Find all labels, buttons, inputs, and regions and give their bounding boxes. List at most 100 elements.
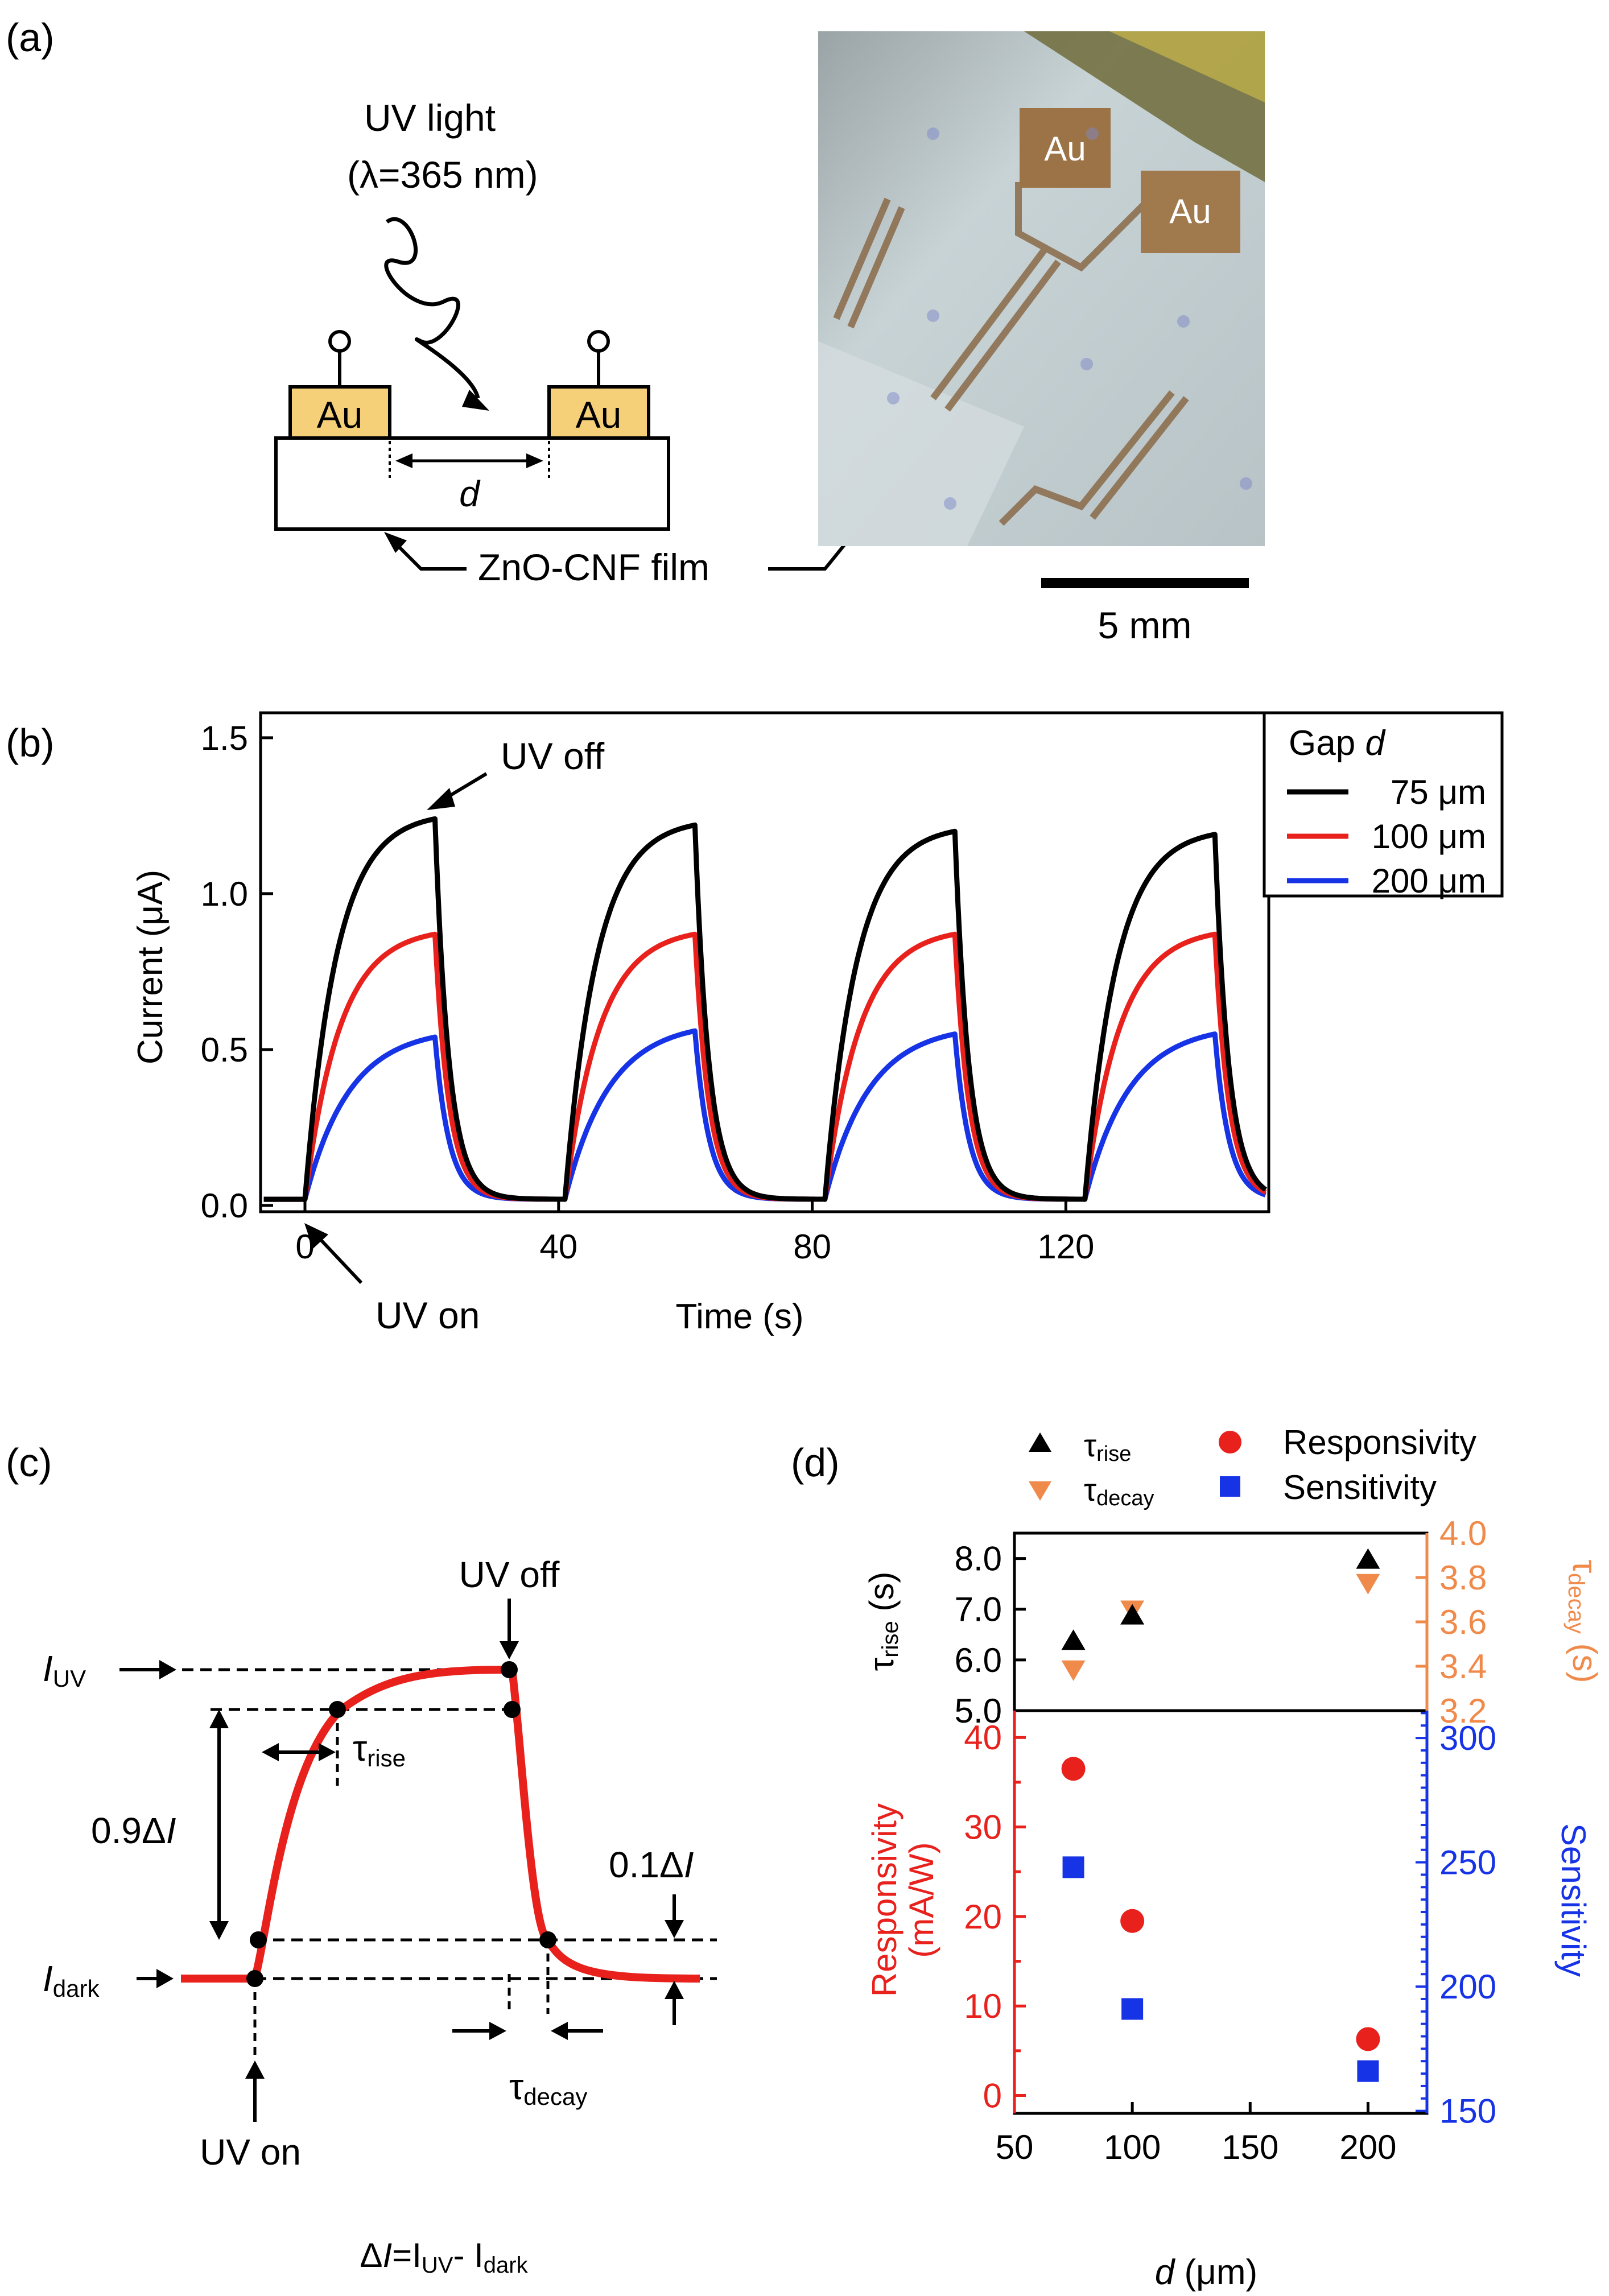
chart-b-series xyxy=(262,816,1268,1202)
tau-decay-label: τdecay xyxy=(509,2066,587,2110)
chart-d-sens-tick-label: 200 xyxy=(1439,1968,1496,2006)
chart-d-resp-tick-label: 40 xyxy=(964,1719,1002,1757)
uv-arrow-head xyxy=(462,390,489,411)
ten-percent-point xyxy=(250,1931,267,1948)
chart-d-xlabel: d (μm) xyxy=(1155,2253,1257,2292)
film-pointer-left xyxy=(391,539,467,571)
chart-d-resp-tick-label: 30 xyxy=(964,1808,1002,1847)
chart-d-xtick-label: 50 xyxy=(996,2128,1034,2166)
photo-au-label-2: Au xyxy=(1169,192,1211,230)
scale-bar-label: 5 mm xyxy=(1098,604,1192,646)
chart-b-xlabel: Time (s) xyxy=(676,1297,804,1336)
tau-decay-point xyxy=(1061,1660,1086,1681)
chart-d-tau-rise-tick-label: 8.0 xyxy=(955,1540,1002,1578)
chart-d-tau-decay-tick-label: 3.6 xyxy=(1439,1603,1487,1641)
chart-d-tau-decay-tick-label: 3.2 xyxy=(1439,1692,1487,1730)
legend-responsivity-label: Responsivity xyxy=(1283,1423,1476,1461)
series-75m xyxy=(262,816,1268,1202)
panel-label-b: (b) xyxy=(6,721,55,765)
time-constant-schematic: IUV Idark 0.9ΔI τrise UV off UV on τdeca… xyxy=(43,1554,717,2278)
i-uv-label: IUV xyxy=(43,1648,86,1692)
chart-d-tau-decay-tick-label: 3.4 xyxy=(1439,1647,1487,1686)
uv-off-arrow-c xyxy=(500,1641,519,1659)
chart-b-ytick-label: 1.5 xyxy=(201,719,248,757)
chart-d-resp-tick-label: 10 xyxy=(964,1987,1002,2025)
left-au-label: Au xyxy=(317,394,363,436)
chart-b-ylabel: Current (μA) xyxy=(131,870,170,1064)
i-dark-label: Idark xyxy=(43,1958,100,2002)
chart-d-tau-rise-ylabel: τrise (s) xyxy=(863,1572,903,1671)
legend-tau-rise-marker xyxy=(1029,1432,1051,1452)
uv-on-arrow xyxy=(314,1233,363,1285)
chart-d-resp-tick-label: 20 xyxy=(964,1898,1002,1936)
device-photo: Au Au 5 mm xyxy=(818,31,1265,646)
chart-d-sensitivity-ylabel: Sensitivity xyxy=(1554,1823,1593,1977)
uv-on-annotation: UV on xyxy=(376,1294,480,1336)
legend-responsivity-marker xyxy=(1219,1431,1241,1453)
tau-rise-label: τrise xyxy=(353,1728,406,1771)
responsivity-point xyxy=(1356,2027,1380,2051)
ninety-percent-point xyxy=(329,1701,346,1718)
chart-d-tau-decay-tick-label: 3.8 xyxy=(1439,1559,1487,1597)
legend-label: 100 μm xyxy=(1372,817,1486,856)
sensitivity-point xyxy=(1121,1998,1144,2020)
sensitivity-point xyxy=(1357,2060,1379,2082)
left-au-electrode xyxy=(288,385,391,440)
chart-d-tau-rise-tick-label: 5.0 xyxy=(955,1692,1002,1730)
legend-tau-rise-label: τrise xyxy=(1084,1427,1131,1466)
responsivity-point xyxy=(1061,1757,1086,1781)
chart-b-xtick-label: 80 xyxy=(793,1228,831,1266)
film-label: ZnO-CNF film xyxy=(478,546,709,588)
tau-rise-point xyxy=(1061,1629,1086,1650)
delta-formula: ΔI=IUV- Idark xyxy=(360,2236,528,2278)
chart-d-tau-decay-ylabel: τdecay (s) xyxy=(1563,1559,1604,1683)
i-uv-arrow xyxy=(159,1660,176,1679)
left-contact-icon xyxy=(328,330,351,353)
chart-b-legend: Gap d 75 μm 100 μm 200 μm xyxy=(1263,711,1504,900)
panel-label-c: (c) xyxy=(6,1440,52,1485)
chart-d-tau-rise-tick-label: 7.0 xyxy=(955,1591,1002,1629)
legend-tau-decay-label: τdecay xyxy=(1084,1472,1154,1510)
photo-pad-1 xyxy=(1020,108,1111,188)
chart-b-ytick-label: 0.5 xyxy=(201,1031,248,1069)
substrate-film xyxy=(274,436,670,531)
decay-start-point xyxy=(504,1701,521,1718)
chart-b-ytick-label: 1.0 xyxy=(201,875,248,913)
legend-sensitivity-marker xyxy=(1220,1476,1240,1497)
tau-decay-point xyxy=(1356,1574,1380,1595)
sensitivity-point xyxy=(1062,1856,1084,1878)
one-tenth-label: 0.1ΔI xyxy=(609,1844,694,1885)
dark-point xyxy=(246,1970,263,1987)
wavelength-label: (λ=365 nm) xyxy=(347,154,538,196)
tau-rise-point xyxy=(1120,1604,1145,1625)
chart-d-legend: τrise τdecay Responsivity Sensitivity xyxy=(1029,1423,1476,1510)
chart-b-xtick-label: 40 xyxy=(539,1228,577,1266)
chart-d: τrise τdecay Responsivity Sensitivity 50… xyxy=(863,1423,1604,2292)
responsivity-point xyxy=(1120,1909,1145,1933)
chart-b-ytick-label: 0.0 xyxy=(201,1187,248,1225)
delta-arrow-down xyxy=(209,1921,229,1940)
uv-light-label: UV light xyxy=(364,97,496,139)
legend-box xyxy=(1263,711,1504,898)
nine-tenths-label: 0.9ΔI xyxy=(91,1810,176,1851)
uv-peak-point xyxy=(501,1661,518,1678)
chart-d-sens-tick-label: 150 xyxy=(1439,2092,1496,2130)
chart-d-frame xyxy=(1013,1531,1429,2115)
legend-label: 75 μm xyxy=(1391,773,1486,811)
uv-on-label-c: UV on xyxy=(200,2132,301,2173)
chart-b-xtick-label: 120 xyxy=(1037,1228,1094,1266)
chart-d-tau-rise-tick-label: 6.0 xyxy=(955,1641,1002,1679)
decay-end-point xyxy=(539,1931,556,1948)
right-contact-icon xyxy=(587,330,610,353)
tau-rise-point xyxy=(1356,1548,1380,1569)
photo-au-label-1: Au xyxy=(1044,130,1086,168)
panel-label-a: (a) xyxy=(6,15,55,60)
right-au-label: Au xyxy=(576,394,622,436)
legend-sensitivity-label: Sensitivity xyxy=(1283,1468,1437,1506)
uv-off-annotation: UV off xyxy=(501,735,605,777)
legend-label: 200 μm xyxy=(1372,862,1486,900)
photo-pad-2 xyxy=(1141,171,1240,253)
chart-d-xtick-label: 200 xyxy=(1339,2128,1396,2166)
